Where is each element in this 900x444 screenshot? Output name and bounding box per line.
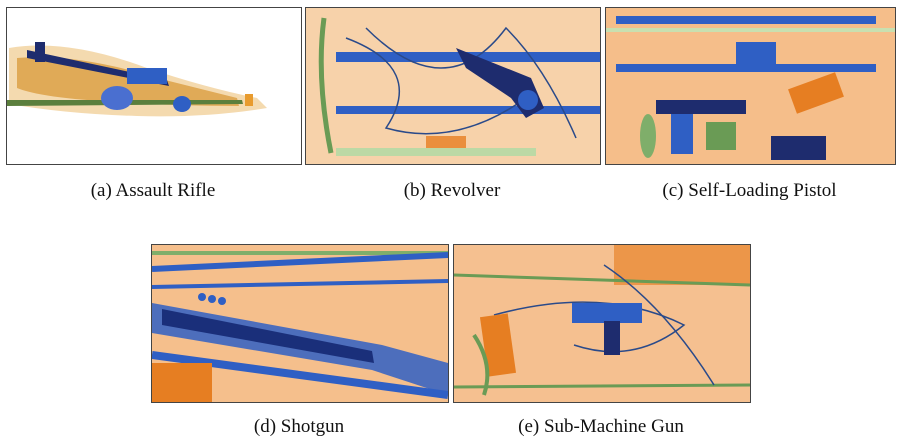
xray-revolver-image (306, 8, 600, 164)
caption-a: (a) Assault Rifle (90, 180, 216, 201)
panel-a-image (6, 7, 302, 165)
panel-d-image (151, 244, 449, 403)
panel-b-image (305, 7, 601, 165)
caption-b: (b) Revolver (403, 180, 501, 201)
caption-c: (c) Self-Loading Pistol (662, 180, 837, 201)
caption-d: (d) Shotgun (253, 416, 345, 437)
xray-self-loading-pistol-image (606, 8, 895, 164)
panel-c-image (605, 7, 896, 165)
xray-assault-rifle-image (7, 8, 301, 164)
xray-shotgun-image (152, 245, 448, 402)
caption-e: (e) Sub-Machine Gun (518, 416, 684, 437)
panel-e-image (453, 244, 751, 403)
xray-sub-machine-gun-image (454, 245, 750, 402)
